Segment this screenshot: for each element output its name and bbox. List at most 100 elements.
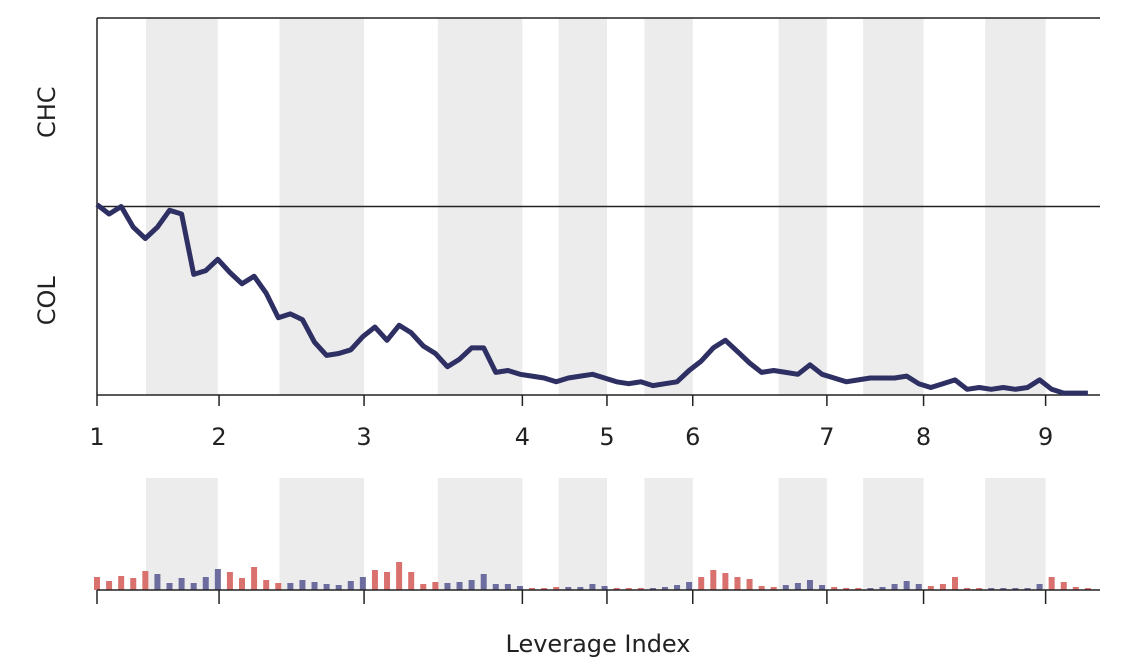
bar <box>770 587 777 590</box>
bar <box>939 584 946 590</box>
bar <box>951 577 958 590</box>
x-tick-label: 3 <box>356 423 371 451</box>
bar <box>553 587 560 590</box>
bar <box>516 586 523 590</box>
bar <box>202 577 209 590</box>
bar <box>988 588 995 590</box>
bar <box>239 578 246 590</box>
bar <box>710 570 717 590</box>
shaded-region <box>437 478 523 590</box>
bar <box>1000 588 1007 590</box>
bar <box>106 581 113 590</box>
bar <box>698 577 705 590</box>
bar <box>927 586 934 590</box>
bar <box>456 582 463 590</box>
x-tick-label: 5 <box>599 423 614 451</box>
bar <box>94 577 100 590</box>
bar <box>964 588 971 590</box>
bar <box>891 584 898 590</box>
shaded-region <box>279 478 365 590</box>
bar <box>263 580 270 590</box>
main-panel: CHC COL 1 2 3 4 5 6 7 8 9 <box>33 17 1100 451</box>
bar <box>347 581 354 590</box>
bar <box>1024 588 1031 590</box>
bar <box>1012 588 1019 590</box>
bar <box>323 584 330 590</box>
shaded-region <box>644 478 693 590</box>
bar <box>819 585 826 590</box>
bar <box>1060 582 1067 590</box>
bar <box>722 573 729 590</box>
x-tick-label: 8 <box>916 423 931 451</box>
data-line <box>95 202 1088 396</box>
bar <box>843 588 850 590</box>
y-band-label: COL <box>33 276 61 326</box>
bar <box>1048 577 1055 590</box>
x-tick-label: 7 <box>819 423 834 451</box>
bar <box>142 571 149 590</box>
bar <box>734 577 741 590</box>
bar <box>492 584 499 590</box>
bar <box>178 578 185 590</box>
bar <box>831 587 838 590</box>
bar <box>903 581 910 590</box>
bar <box>214 569 221 590</box>
bar <box>758 586 765 590</box>
bar <box>251 567 258 590</box>
bar <box>1072 587 1079 590</box>
bar <box>154 574 161 590</box>
x-tick-label: 4 <box>515 423 530 451</box>
bar <box>396 562 403 590</box>
bar <box>661 587 668 590</box>
bar <box>601 586 608 590</box>
bar <box>649 588 656 590</box>
bar <box>794 583 801 590</box>
bar <box>166 583 173 590</box>
x-tick-label: 9 <box>1038 423 1053 451</box>
bar <box>782 585 789 590</box>
bar <box>432 582 439 590</box>
shaded-region <box>558 478 607 590</box>
bar <box>674 585 681 590</box>
bar <box>1084 588 1091 590</box>
bar <box>867 588 874 590</box>
bar <box>311 582 318 590</box>
bar <box>625 588 632 590</box>
bar <box>420 584 427 590</box>
bar <box>468 580 475 590</box>
x-axis-label: Leverage Index <box>506 630 691 658</box>
bar <box>480 574 487 590</box>
bar <box>408 572 415 590</box>
bar <box>976 588 983 590</box>
shaded-region <box>146 478 218 590</box>
bar <box>529 588 536 590</box>
bar <box>371 570 378 590</box>
bar <box>384 572 391 590</box>
shaded-region <box>778 478 827 590</box>
bar <box>1036 584 1043 590</box>
y-band-label: CHC <box>33 86 61 138</box>
x-tick-label: 1 <box>89 423 104 451</box>
bar <box>589 584 596 590</box>
bar <box>130 578 137 590</box>
bar-panel <box>94 478 1100 604</box>
bar <box>444 583 451 590</box>
bar <box>565 587 572 590</box>
bar <box>613 588 620 590</box>
x-tick-label: 6 <box>685 423 700 451</box>
bar <box>541 588 548 590</box>
bar <box>637 588 644 590</box>
bar <box>504 584 511 590</box>
bar <box>577 587 584 590</box>
bar <box>226 572 233 590</box>
bar <box>806 580 813 590</box>
bar <box>299 580 306 590</box>
bar <box>686 582 693 590</box>
bar <box>190 583 197 590</box>
bar <box>287 583 294 590</box>
bar <box>118 576 125 590</box>
bar <box>359 577 366 590</box>
bar <box>335 585 342 590</box>
x-tick-label: 2 <box>211 423 226 451</box>
